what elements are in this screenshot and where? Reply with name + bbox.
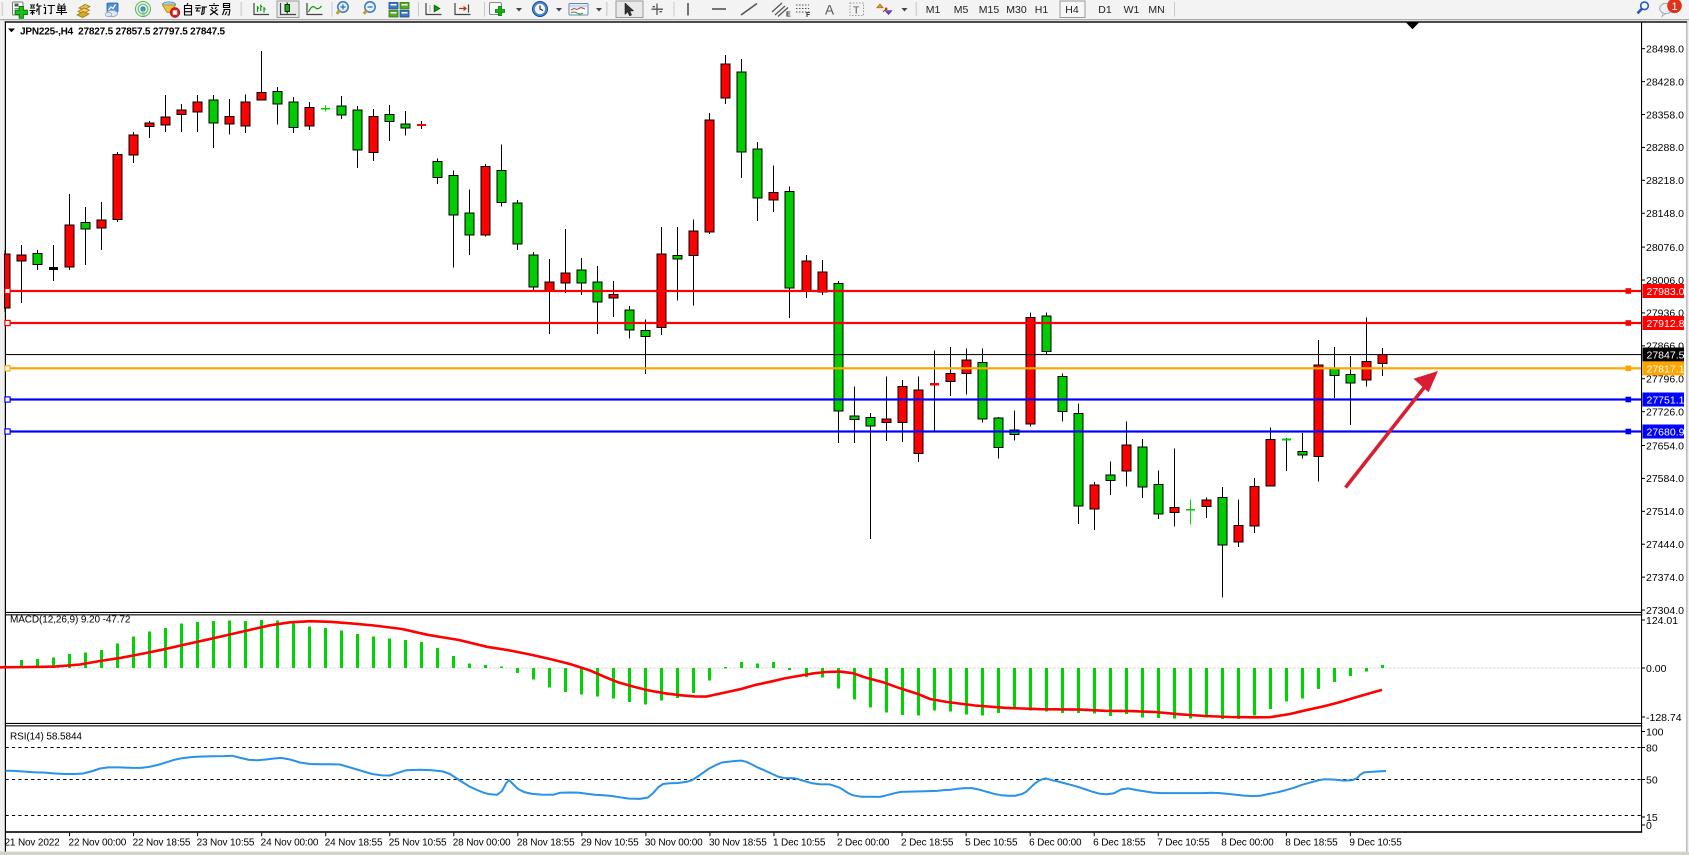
svg-text:15: 15	[1646, 812, 1658, 824]
svg-text:24 Nov 00:00: 24 Nov 00:00	[261, 838, 319, 849]
svg-text:27304.0: 27304.0	[1646, 605, 1684, 617]
svg-text:28498.0: 28498.0	[1646, 44, 1684, 56]
svg-text:27726.0: 27726.0	[1646, 406, 1684, 418]
svg-text:50: 50	[1646, 774, 1658, 786]
svg-text:27680.9: 27680.9	[1647, 427, 1685, 439]
svg-text:27847.5: 27847.5	[1647, 350, 1685, 362]
svg-text:27912.8: 27912.8	[1647, 318, 1685, 330]
svg-text:-128.74: -128.74	[1646, 712, 1682, 724]
svg-text:30 Nov 00:00: 30 Nov 00:00	[645, 838, 703, 849]
svg-text:28 Nov 00:00: 28 Nov 00:00	[453, 838, 511, 849]
svg-text:80: 80	[1646, 742, 1658, 754]
svg-text:28006.0: 28006.0	[1646, 275, 1684, 287]
svg-text:27374.0: 27374.0	[1646, 572, 1684, 584]
svg-text:22 Nov 18:55: 22 Nov 18:55	[133, 838, 191, 849]
svg-text:M15: M15	[979, 4, 1000, 16]
svg-text:29 Nov 10:55: 29 Nov 10:55	[581, 838, 639, 849]
svg-text:0: 0	[1646, 820, 1652, 832]
svg-text:23 Nov 10:55: 23 Nov 10:55	[197, 838, 255, 849]
svg-text:M1: M1	[926, 4, 941, 16]
svg-text:RSI(14) 58.5844: RSI(14) 58.5844	[10, 732, 82, 743]
svg-text:124.01: 124.01	[1646, 615, 1678, 627]
svg-text:2 Dec 00:00: 2 Dec 00:00	[837, 838, 890, 849]
svg-text:28076.0: 28076.0	[1646, 242, 1684, 254]
svg-text:28428.0: 28428.0	[1646, 76, 1684, 88]
svg-text:JPN225-,H4 27827.5 27857.5 27: JPN225-,H4 27827.5 27857.5 27797.5 27847…	[20, 27, 226, 38]
svg-text:28148.0: 28148.0	[1646, 208, 1684, 220]
svg-text:M5: M5	[954, 4, 969, 16]
svg-text:30 Nov 18:55: 30 Nov 18:55	[709, 838, 767, 849]
svg-text:28288.0: 28288.0	[1646, 142, 1684, 154]
svg-text:8 Dec 00:00: 8 Dec 00:00	[1221, 838, 1274, 849]
svg-text:1: 1	[1671, 1, 1677, 13]
svg-text:8 Dec 18:55: 8 Dec 18:55	[1285, 838, 1338, 849]
svg-text:T: T	[853, 5, 860, 17]
svg-text:28218.0: 28218.0	[1646, 175, 1684, 187]
svg-text:24 Nov 18:55: 24 Nov 18:55	[325, 838, 383, 849]
svg-text:2 Dec 18:55: 2 Dec 18:55	[901, 838, 954, 849]
svg-text:A: A	[825, 3, 834, 18]
svg-text:21 Nov 2022: 21 Nov 2022	[5, 838, 61, 849]
svg-text:W1: W1	[1124, 4, 1140, 16]
svg-text:0.00: 0.00	[1646, 663, 1667, 675]
svg-text:100: 100	[1646, 726, 1664, 738]
svg-text:M30: M30	[1006, 4, 1027, 16]
svg-text:28 Nov 18:55: 28 Nov 18:55	[517, 838, 575, 849]
svg-text:27654.0: 27654.0	[1646, 440, 1684, 452]
svg-text:6 Dec 00:00: 6 Dec 00:00	[1029, 838, 1082, 849]
svg-text:22 Nov 00:00: 22 Nov 00:00	[69, 838, 127, 849]
svg-text:E: E	[786, 12, 791, 19]
svg-text:25 Nov 10:55: 25 Nov 10:55	[389, 838, 447, 849]
svg-text:MACD(12,26,9) 9.20 -47.72: MACD(12,26,9) 9.20 -47.72	[10, 615, 131, 626]
svg-text:MN: MN	[1148, 4, 1164, 16]
svg-text:D1: D1	[1098, 4, 1112, 16]
svg-text:28358.0: 28358.0	[1646, 109, 1684, 121]
svg-text:27796.0: 27796.0	[1646, 374, 1684, 386]
svg-text:9 Dec 10:55: 9 Dec 10:55	[1349, 838, 1402, 849]
svg-text:F: F	[806, 12, 811, 19]
svg-text:5 Dec 10:55: 5 Dec 10:55	[965, 838, 1018, 849]
svg-text:27444.0: 27444.0	[1646, 539, 1684, 551]
svg-text:6 Dec 18:55: 6 Dec 18:55	[1093, 838, 1146, 849]
svg-text:H1: H1	[1035, 4, 1049, 16]
svg-text:1 Dec 10:55: 1 Dec 10:55	[773, 838, 826, 849]
svg-text:H4: H4	[1065, 4, 1079, 16]
svg-text:27817.1: 27817.1	[1647, 363, 1685, 375]
svg-text:27751.1: 27751.1	[1647, 395, 1685, 407]
svg-text:27514.0: 27514.0	[1646, 506, 1684, 518]
svg-text:27584.0: 27584.0	[1646, 473, 1684, 485]
svg-text:7 Dec 10:55: 7 Dec 10:55	[1157, 838, 1210, 849]
svg-text:27983.0: 27983.0	[1647, 286, 1685, 298]
